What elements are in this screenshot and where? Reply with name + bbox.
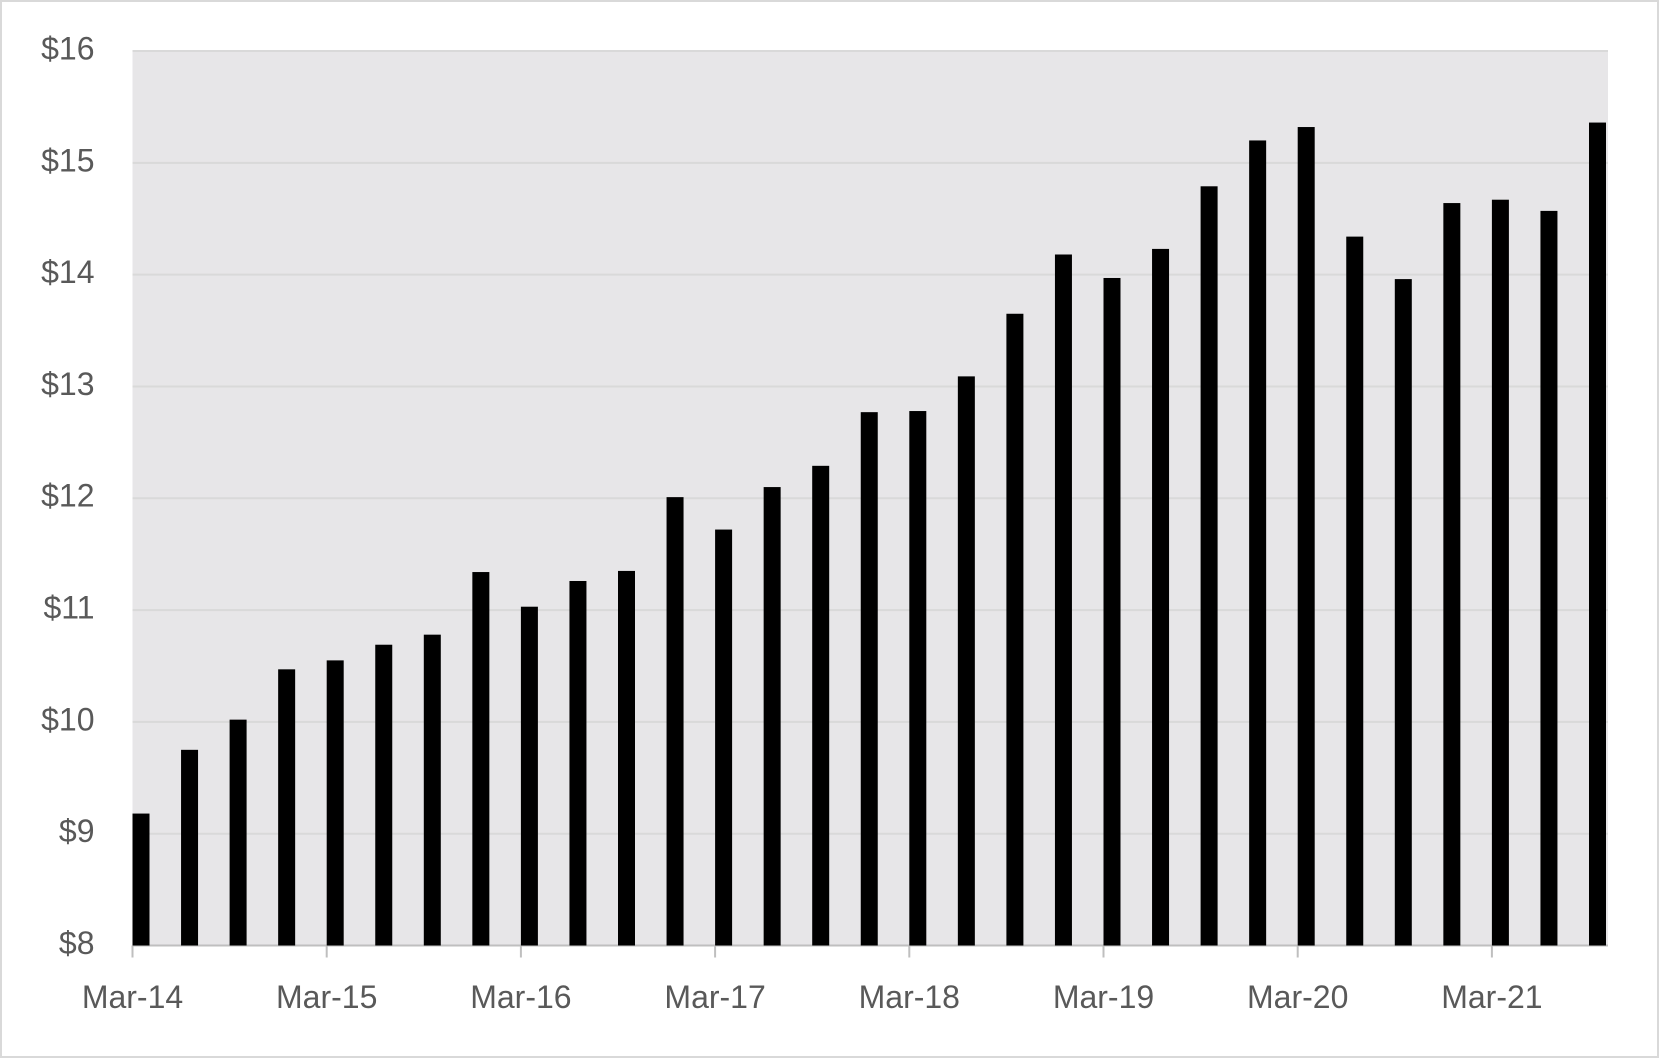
bar [569, 580, 587, 946]
bar [1054, 254, 1072, 946]
y-tick-label: $9 [59, 813, 95, 849]
y-tick-label: $13 [41, 366, 94, 402]
bar [860, 412, 878, 946]
bar [1394, 279, 1412, 946]
x-tick-label: Mar-18 [859, 979, 960, 1015]
bar [375, 644, 393, 946]
bar [666, 497, 684, 946]
bar [1443, 203, 1461, 946]
y-tick-label: $12 [41, 478, 94, 514]
bar [326, 660, 344, 946]
bar [1249, 140, 1267, 946]
bar [278, 669, 296, 946]
bar [763, 487, 781, 946]
bar [1346, 236, 1364, 946]
bar [132, 813, 150, 946]
bar [181, 749, 199, 946]
y-tick-label: $14 [41, 254, 94, 290]
bar [812, 465, 830, 946]
bar [715, 529, 733, 946]
bar [1200, 186, 1218, 946]
x-tick-label: Mar-19 [1053, 979, 1154, 1015]
bar [1540, 210, 1558, 946]
bar [472, 572, 490, 946]
x-tick-label: Mar-21 [1441, 979, 1542, 1015]
bar [423, 634, 441, 946]
bar [1491, 199, 1509, 946]
bar [1152, 248, 1170, 946]
y-tick-label: $10 [41, 701, 94, 737]
y-tick-label: $11 [43, 590, 94, 626]
y-tick-label: $16 [41, 30, 94, 66]
bar [229, 719, 247, 946]
bar [1589, 122, 1606, 946]
bar [618, 570, 635, 946]
bar [520, 606, 538, 946]
y-tick-label: $15 [41, 142, 94, 178]
bar [909, 411, 927, 946]
bar [1103, 277, 1121, 946]
y-tick-label: $8 [59, 925, 95, 961]
x-tick-label: Mar-14 [82, 979, 183, 1015]
bar [1006, 313, 1024, 946]
x-tick-label: Mar-17 [664, 979, 765, 1015]
x-tick-label: Mar-15 [276, 979, 377, 1015]
x-tick-label: Mar-20 [1247, 979, 1348, 1015]
bar [1297, 127, 1315, 946]
bar [957, 376, 975, 946]
x-tick-label: Mar-16 [470, 979, 571, 1015]
